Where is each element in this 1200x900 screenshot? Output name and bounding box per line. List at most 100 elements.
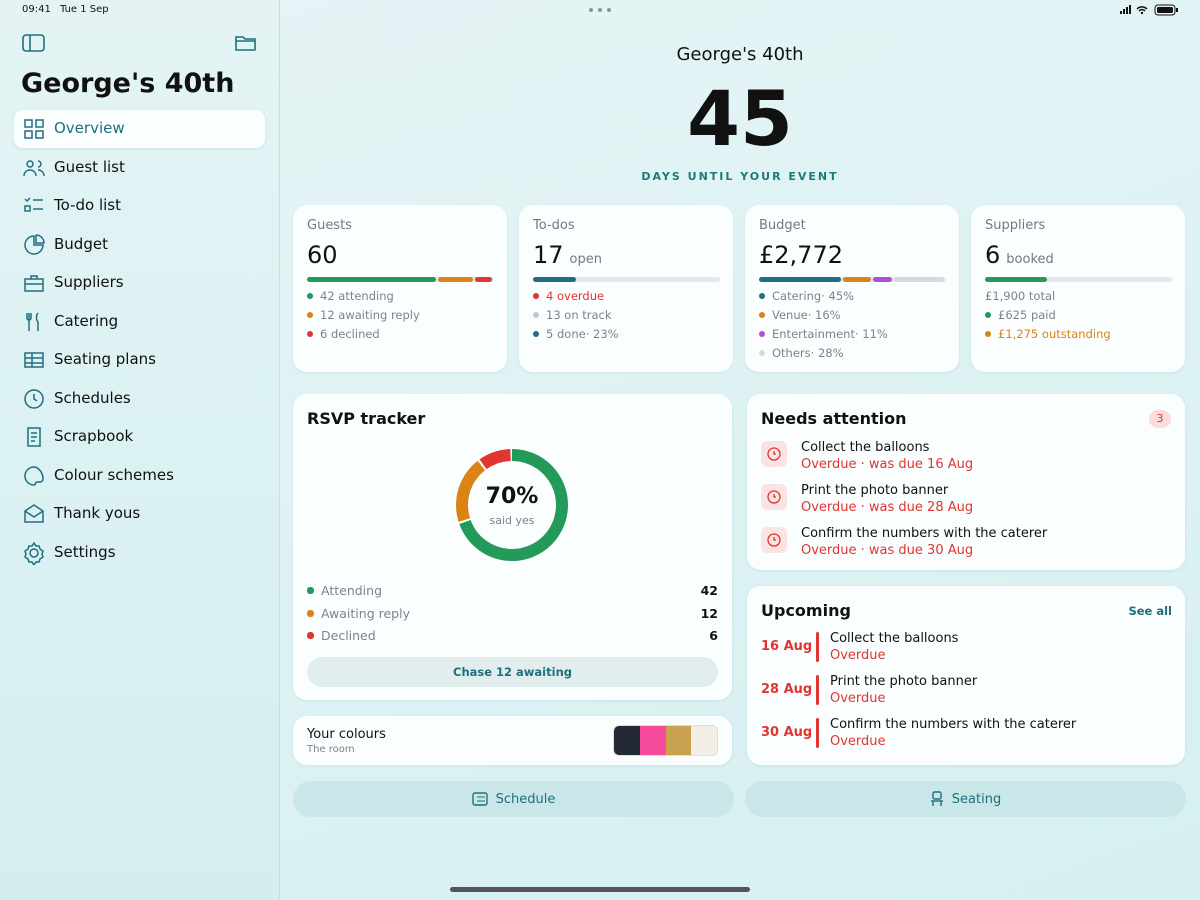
- rsvp-count: 42: [700, 583, 718, 598]
- see-all-link[interactable]: See all: [1128, 604, 1172, 618]
- legend-item: 13 on track: [533, 305, 612, 324]
- legend-label: attending: [338, 288, 394, 303]
- legend-item: Entertainment11%: [759, 324, 888, 343]
- nav-icon: [26, 311, 39, 331]
- nav-item[interactable]: Scrapbook: [14, 418, 265, 456]
- nav-item[interactable]: Schedules: [14, 380, 265, 418]
- colours-card[interactable]: Your colours The room: [293, 716, 732, 765]
- nav-item[interactable]: Thank yous: [14, 495, 265, 533]
- bar-track: [533, 277, 720, 282]
- status-time: 09:41: [22, 4, 51, 15]
- nav-icon: [24, 465, 44, 486]
- card-value: £2,772: [759, 241, 843, 269]
- legend-item: Others28%: [759, 343, 844, 362]
- swatches: [613, 725, 718, 756]
- nav-icon: [27, 427, 41, 447]
- swatch: [691, 726, 717, 755]
- legend-share: 11%: [855, 327, 888, 341]
- attention-detail: Overdue · was due 16 Aug: [801, 457, 974, 472]
- nav-icon: [24, 388, 44, 409]
- legend-dot: [307, 587, 314, 594]
- nav-icon: [24, 233, 45, 255]
- suppliers-card[interactable]: Suppliers 6 booked £1,900 total £625 paid £1,…: [971, 205, 1185, 372]
- amount: £1,275: [998, 326, 1039, 341]
- bar-segment: [437, 277, 474, 282]
- nav-item[interactable]: Overview: [14, 110, 265, 148]
- legend-count: 42: [320, 288, 335, 303]
- nav-icon-shape: [24, 352, 44, 368]
- nav-label: Overview: [54, 119, 125, 137]
- legend-item: 6 declined: [307, 324, 380, 343]
- seating-label: Seating: [951, 791, 1002, 807]
- status-icons: [1120, 4, 1178, 16]
- card-value-row: 60: [307, 241, 338, 269]
- nav-icon-shape: [24, 119, 44, 139]
- nav-item[interactable]: Seating plans: [14, 341, 265, 379]
- legend-share: 16%: [808, 308, 841, 322]
- rsvp-title: RSVP tracker: [307, 409, 426, 428]
- legend-item: Catering45%: [759, 286, 854, 305]
- swatch: [614, 726, 640, 755]
- nav-item[interactable]: To-do list: [14, 187, 265, 225]
- multitask-dots[interactable]: [588, 7, 612, 13]
- nav-label: Guest list: [54, 157, 125, 176]
- nav-label: To-do list: [54, 196, 121, 214]
- folder-icon[interactable]: [234, 33, 258, 53]
- nav-item[interactable]: Budget: [14, 226, 265, 264]
- legend-dot: [533, 311, 539, 318]
- nav-item[interactable]: Catering: [14, 303, 265, 341]
- legend-share: 23%: [586, 327, 619, 341]
- nav-icon: [23, 159, 45, 176]
- budget-card[interactable]: Budget£2,772Catering45%Venue16%Entertain…: [745, 205, 959, 372]
- sidebar-toggle[interactable]: [22, 33, 46, 53]
- nav-item[interactable]: Guest list: [14, 149, 265, 187]
- legend-label: on track: [564, 307, 612, 322]
- attention-task: Confirm the numbers with the caterer: [801, 526, 1048, 541]
- nav-label: Settings: [54, 542, 116, 561]
- nav-icon-shape: [24, 233, 45, 255]
- seating-icon: [930, 791, 943, 806]
- rsvp-row: Attending 42: [307, 581, 718, 600]
- legend-count: 13: [546, 307, 561, 322]
- nav-icon-shape: [24, 465, 44, 486]
- nav-item[interactable]: Colour schemes: [14, 457, 265, 495]
- nav-icon: [24, 504, 44, 523]
- attention-badge: 3: [1149, 410, 1171, 428]
- legend-dot: [985, 330, 991, 337]
- upcoming-task: Print the photo banner: [830, 674, 978, 689]
- sidebar: George's 40th Overview Guest list To-do li…: [0, 0, 280, 900]
- seating-button[interactable]: Seating: [745, 781, 1186, 817]
- days-caption: DAYS UNTIL YOUR EVENT: [641, 170, 839, 183]
- nav-item[interactable]: Suppliers: [14, 264, 265, 302]
- legend-dot: [307, 311, 313, 318]
- nav-item[interactable]: Settings: [14, 534, 265, 572]
- upcoming-date: 28 Aug: [761, 682, 813, 697]
- upcoming-status: Overdue: [830, 734, 886, 749]
- alert-icon: [761, 441, 787, 467]
- legend-label: Entertainment: [772, 326, 855, 341]
- amount-label: outstanding: [1041, 326, 1111, 341]
- chase-button[interactable]: Chase 12 awaiting: [307, 657, 718, 687]
- rsvp-card: RSVP tracker 70% said yes Chase 12 await…: [293, 394, 732, 700]
- schedule-label: Schedule: [495, 791, 556, 807]
- donut: [456, 449, 568, 561]
- card-value-row: 17 open: [533, 241, 602, 269]
- bar-segment: [843, 277, 872, 282]
- attention-card: Needs attention 3 Collect the balloons Ov…: [747, 394, 1185, 570]
- nav-icon-shape: [27, 427, 41, 447]
- alert-icon: [761, 527, 787, 553]
- schedule-button[interactable]: Schedule: [293, 781, 734, 817]
- nav-icon: [24, 541, 44, 565]
- alert-clock: [767, 447, 781, 461]
- legend-item: 5 done23%: [533, 324, 619, 343]
- nav-icon-shape: [24, 504, 44, 523]
- legend-item: 4 overdue: [533, 286, 604, 305]
- legend-item: £1,275 outstanding: [985, 324, 1111, 343]
- guests-card[interactable]: Guests 60 42 attending 12 awaiting reply 6 d…: [293, 205, 507, 372]
- legend-item: £625 paid: [985, 305, 1056, 324]
- progress: [533, 277, 576, 282]
- schedule-icon: [471, 792, 488, 806]
- colours-subtitle: The room: [307, 744, 355, 755]
- card-value: 60: [307, 241, 338, 269]
